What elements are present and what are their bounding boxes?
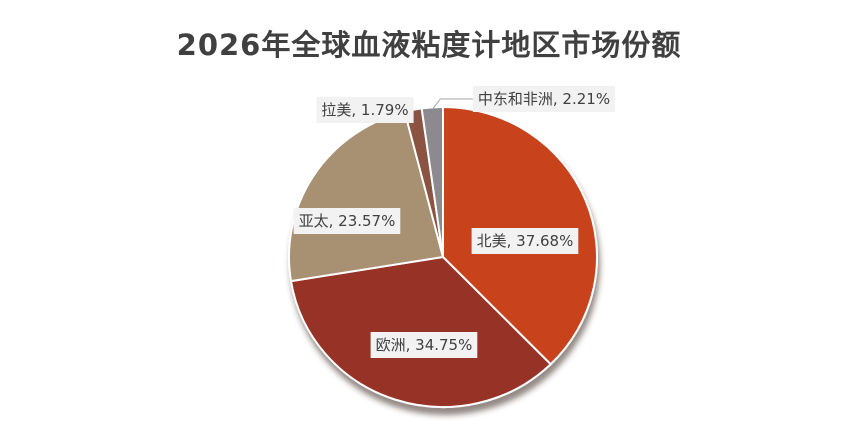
slice-data-label: 中东和非洲, 2.21% bbox=[478, 90, 610, 108]
chart-title: 2026年全球血液粘度计地区市场份额 bbox=[176, 28, 682, 62]
leader-line bbox=[431, 98, 473, 110]
slice-label-background bbox=[316, 97, 414, 123]
slice-data-label: 欧洲, 34.75% bbox=[376, 336, 473, 354]
slice-data-label: 北美, 37.68% bbox=[477, 232, 574, 250]
pie-slice-1 bbox=[289, 255, 553, 408]
slice-data-label: 拉美, 1.79% bbox=[321, 101, 408, 119]
pie-slice-4 bbox=[420, 105, 444, 258]
slice-label-background bbox=[370, 332, 478, 358]
slice-label-background bbox=[472, 86, 616, 112]
slice-data-label: 亚太, 23.57% bbox=[299, 212, 396, 230]
slice-label-background bbox=[471, 228, 579, 254]
slice-label-background bbox=[293, 208, 401, 234]
